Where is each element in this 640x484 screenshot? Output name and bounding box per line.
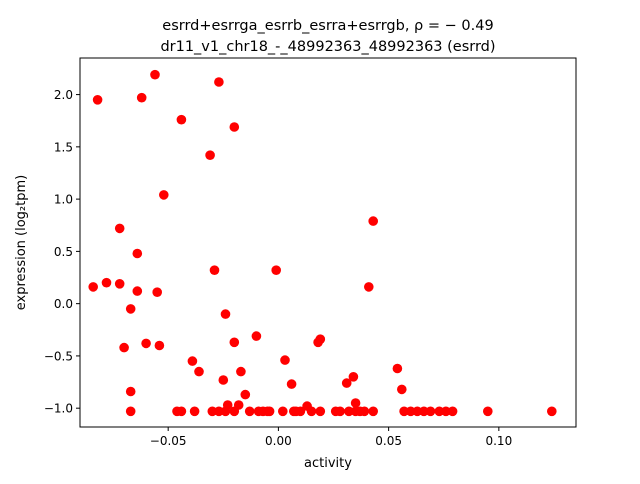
x-tick-label: 0.05 (375, 434, 402, 448)
data-point (189, 406, 200, 417)
x-tick-label: −0.05 (150, 434, 187, 448)
data-point (220, 309, 231, 319)
y-tick-label: 1.5 (54, 140, 73, 154)
data-point (425, 406, 436, 417)
data-point (315, 334, 326, 345)
y-tick-label: 0.5 (54, 245, 73, 259)
data-point (187, 356, 198, 366)
data-point (244, 406, 255, 417)
data-point (114, 279, 125, 289)
data-point (483, 406, 493, 417)
data-point (176, 406, 187, 417)
data-point (278, 406, 288, 417)
data-point (368, 216, 379, 226)
x-tick-label: 0.10 (485, 434, 512, 448)
y-tick-label: −1.0 (44, 402, 73, 416)
data-point (114, 223, 125, 234)
data-point (214, 406, 224, 417)
data-point (295, 406, 306, 417)
data-point (264, 406, 275, 417)
chart-title-line-2: dr11_v1_chr18_-_48992363_48992363 (esrrd… (160, 39, 495, 55)
data-point (218, 375, 229, 385)
data-point (125, 386, 136, 397)
data-point (141, 338, 151, 349)
data-point (419, 406, 429, 417)
data-point (152, 287, 162, 298)
x-axis-ticks: −0.05 0.00 0.05 0.10 (150, 427, 512, 448)
data-point (315, 406, 326, 417)
data-point (125, 304, 136, 314)
y-tick-label: −0.5 (44, 349, 73, 363)
data-point (350, 398, 361, 408)
y-tick-label: 1.0 (54, 193, 73, 207)
data-point (136, 92, 147, 103)
data-point (412, 406, 423, 417)
data-point (344, 406, 354, 417)
data-point (447, 406, 458, 417)
data-point (405, 406, 416, 417)
data-points (88, 69, 557, 417)
data-point (150, 69, 160, 80)
data-point (306, 406, 317, 417)
data-point (214, 77, 224, 87)
y-tick-label: 0.0 (54, 297, 73, 311)
chart-title-line-1: esrrd+esrrga_esrrb_esrra+esrrgb, ρ = − 0… (162, 18, 493, 34)
data-point (359, 406, 370, 417)
data-point (92, 95, 103, 105)
data-point (251, 331, 262, 341)
data-point (207, 406, 218, 417)
data-point (205, 150, 215, 160)
data-point (101, 277, 112, 288)
data-point (236, 366, 246, 377)
data-point (399, 406, 409, 417)
data-point (341, 378, 352, 388)
data-point (434, 406, 445, 417)
data-point (88, 282, 98, 292)
data-point (280, 355, 290, 365)
data-point (335, 406, 345, 417)
data-point (233, 400, 244, 410)
data-point (229, 122, 240, 132)
data-point (119, 342, 129, 353)
data-point (222, 400, 233, 410)
y-tick-label: 2.0 (54, 88, 73, 102)
x-axis-label: activity (304, 456, 352, 471)
data-point (547, 406, 557, 417)
data-point (368, 406, 379, 417)
data-point (125, 406, 136, 417)
data-point (154, 340, 165, 351)
data-point (364, 282, 374, 292)
data-point (209, 265, 220, 276)
y-axis-label: expression (log₂tpm) (14, 175, 29, 310)
data-point (286, 379, 297, 389)
data-point (240, 389, 251, 400)
data-point (348, 372, 359, 382)
data-point (229, 337, 240, 348)
data-point (397, 384, 407, 395)
data-point (194, 366, 204, 377)
data-point (132, 286, 143, 296)
data-point (271, 265, 282, 276)
data-point (159, 190, 169, 200)
plot-area-frame (79, 57, 577, 428)
data-point (392, 363, 403, 374)
data-point (176, 114, 187, 125)
y-axis-ticks: −1.0 −0.5 0.0 0.5 1.0 1.5 2.0 (44, 88, 80, 416)
data-point (441, 406, 451, 417)
data-point (132, 248, 143, 259)
x-tick-label: 0.00 (265, 434, 292, 448)
